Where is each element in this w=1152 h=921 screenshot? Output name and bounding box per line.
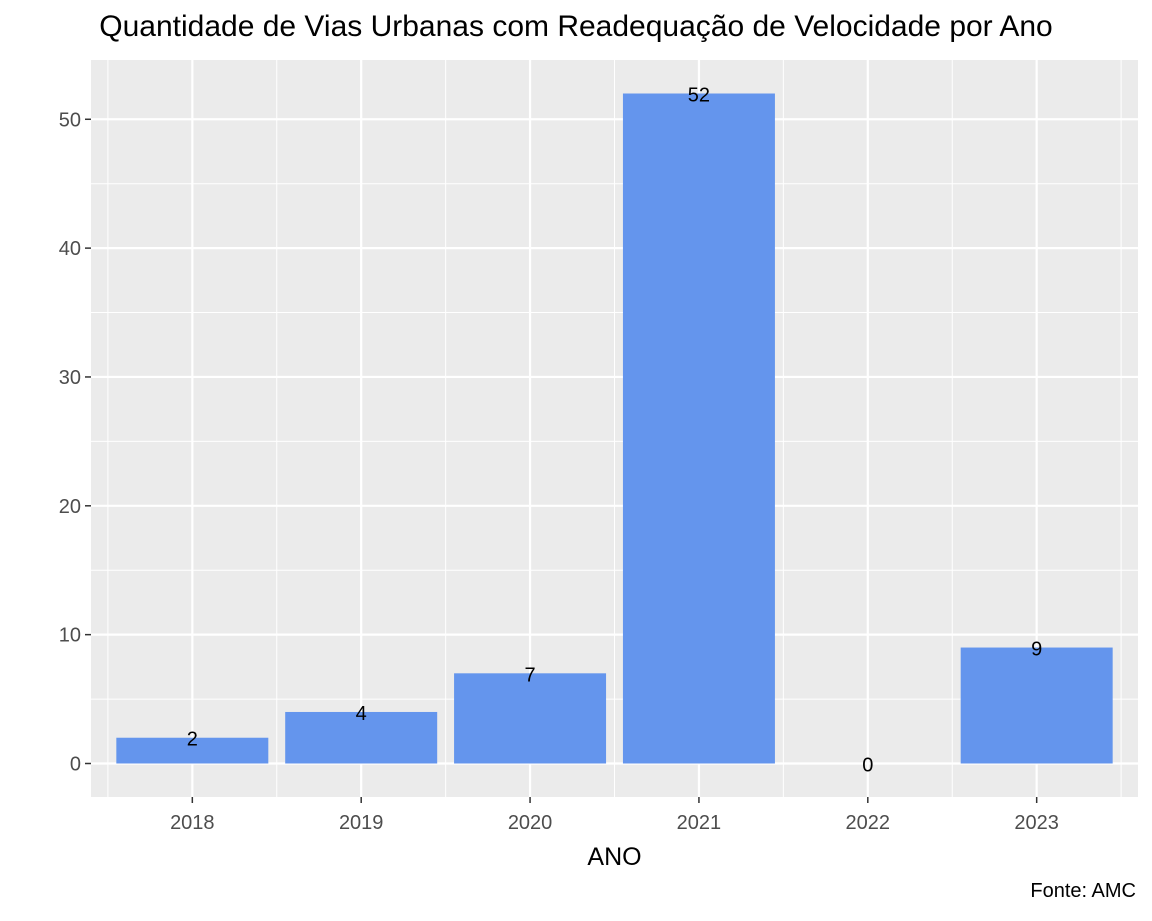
data-label: 52 xyxy=(688,85,710,107)
data-label: 0 xyxy=(862,755,873,777)
data-label: 4 xyxy=(356,703,367,725)
data-label: 7 xyxy=(525,664,536,686)
y-tick-label: 0 xyxy=(70,754,81,776)
x-tick-label: 2023 xyxy=(1014,812,1059,834)
y-tick-label: 30 xyxy=(59,367,81,389)
x-tick-label: 2021 xyxy=(677,812,722,834)
x-tick-label: 2020 xyxy=(508,812,553,834)
x-tick-label: 2019 xyxy=(339,812,384,834)
bar xyxy=(454,673,607,764)
x-axis-title: ANO xyxy=(587,843,641,871)
data-label: 9 xyxy=(1031,639,1042,661)
bar xyxy=(622,93,775,764)
y-tick-label: 10 xyxy=(59,625,81,647)
y-tick-label: 50 xyxy=(59,109,81,131)
bar xyxy=(960,647,1113,764)
chart-caption: Fonte: AMC xyxy=(1030,880,1136,902)
x-tick-label: 2018 xyxy=(170,812,215,834)
x-tick-label: 2022 xyxy=(846,812,891,834)
data-label: 2 xyxy=(187,729,198,751)
bar xyxy=(285,711,438,764)
y-tick-label: 40 xyxy=(59,238,81,260)
y-tick-label: 20 xyxy=(59,496,81,518)
chart-title: Quantidade de Vias Urbanas com Readequaç… xyxy=(99,10,1053,43)
bar xyxy=(116,737,269,764)
